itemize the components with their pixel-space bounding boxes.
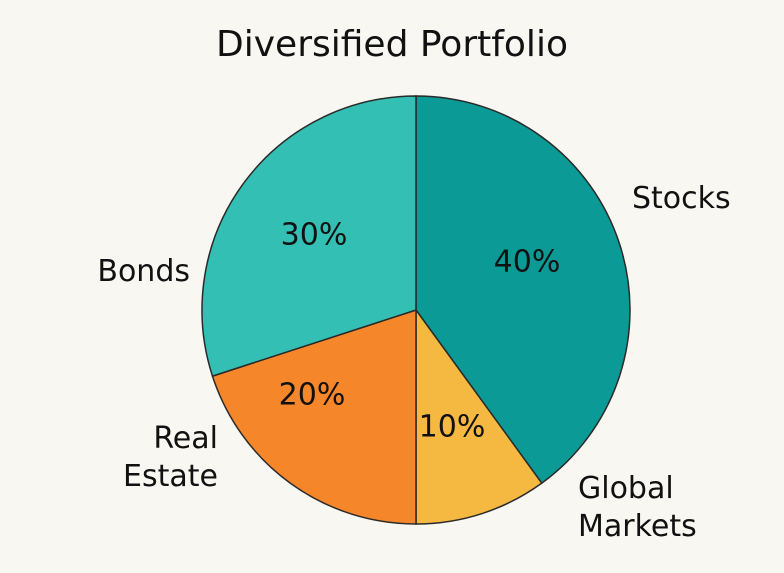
chart-title: Diversified Portfolio [216,24,568,65]
slice-category-label: Global Markets [578,471,697,544]
slice-category-label: Bonds [97,254,190,289]
slice-percent-label: 30% [281,218,348,253]
slice-category-label: Real Estate [123,421,218,494]
slice-percent-label: 40% [494,245,561,280]
slice-percent-label: 20% [279,378,346,413]
pie-slice-bonds [201,95,417,378]
pie-slice-stocks [415,95,631,485]
slice-percent-label: 10% [419,410,486,445]
pie-slice-global-markets [415,307,543,525]
pie-slice-real-estate [211,308,417,525]
slice-category-label: Stocks [632,181,731,216]
